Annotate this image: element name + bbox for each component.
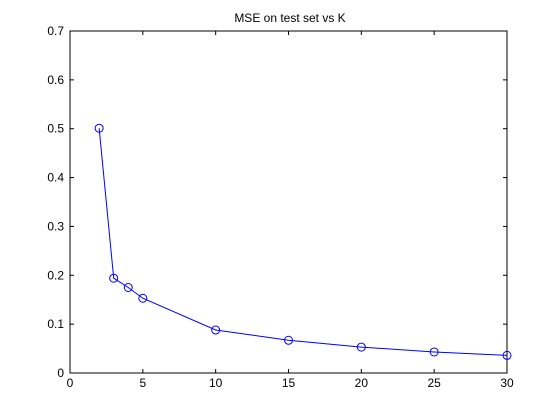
data-point (138, 293, 148, 303)
y-tick-label: 0.6 (47, 73, 64, 87)
x-tick-label: 30 (500, 376, 514, 390)
data-point (123, 283, 133, 292)
data-point (284, 335, 293, 345)
y-tick-label: 0.7 (47, 24, 64, 38)
x-axis: 0 5 10 15 20 25 30 (67, 31, 514, 390)
x-tick-label: 10 (209, 376, 223, 390)
series-line (98, 128, 508, 356)
x-tick-label: 5 (139, 376, 146, 390)
x-tick-label: 20 (355, 376, 369, 390)
data-point (94, 123, 104, 133)
y-tick-label: 0 (57, 366, 64, 380)
data-point (356, 342, 366, 352)
data-point (211, 325, 221, 335)
y-axis: 0 0.1 0.2 0.3 0.4 0.5 0.6 0.7 (47, 24, 507, 380)
x-tick-label: 15 (282, 376, 296, 390)
y-tick-label: 0.3 (47, 219, 64, 233)
series-group (94, 123, 512, 360)
y-tick-label: 0.1 (47, 317, 64, 331)
data-point (429, 347, 439, 357)
data-point (109, 273, 119, 283)
chart-title: MSE on test set vs K (234, 11, 345, 25)
y-tick-label: 0.2 (47, 268, 64, 282)
plot-area (69, 30, 508, 374)
data-point (502, 350, 512, 360)
y-tick-label: 0.5 (47, 122, 64, 136)
x-tick-label: 25 (427, 376, 441, 390)
x-tick-label: 0 (67, 376, 74, 390)
y-tick-label: 0.4 (47, 171, 64, 185)
